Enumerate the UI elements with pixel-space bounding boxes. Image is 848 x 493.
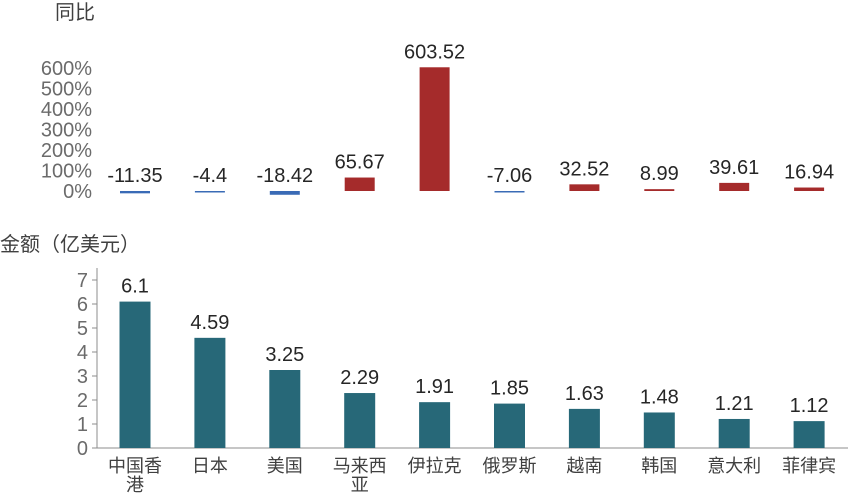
amount-y-axis-title: 金额（亿美元） [0, 233, 140, 256]
amount-value-label: 2.29 [340, 367, 379, 389]
yoy-bar [569, 184, 600, 191]
yoy-bar [194, 191, 225, 193]
yoy-bar [719, 182, 750, 191]
amount-y-tick-label: 7 [77, 270, 88, 292]
amount-bar [344, 393, 376, 448]
yoy-bar [344, 177, 375, 191]
x-category-label: 越南 [566, 456, 602, 476]
amount-bar [494, 403, 525, 448]
amount-bar [119, 301, 151, 448]
yoy-y-tick-label: 400% [41, 99, 92, 121]
x-category-label-line: 中国香 [108, 456, 162, 476]
yoy-value-label: -4.4 [193, 165, 227, 187]
x-category-label: 马来西亚 [333, 456, 387, 493]
amount-bar [568, 408, 600, 448]
amount-bar [793, 421, 825, 448]
yoy-bar [644, 189, 675, 191]
yoy-y-tick-label: 500% [41, 79, 92, 101]
amount-bar [194, 337, 226, 448]
amount-y-tick-label: 0 [77, 438, 88, 460]
amount-bar [718, 418, 750, 448]
amount-value-label: 1.85 [490, 378, 529, 400]
x-category-label-line: 马来西 [333, 456, 387, 476]
x-category-label: 意大利 [707, 456, 761, 476]
amount-value-label: 4.59 [190, 312, 229, 334]
yoy-bar [794, 187, 825, 191]
x-category-label: 俄罗斯 [483, 456, 537, 476]
yoy-value-label: 65.67 [335, 152, 385, 174]
x-category-label: 美国 [267, 456, 303, 476]
yoy-value-label: 32.52 [559, 158, 609, 180]
yoy-y-tick-label: 600% [41, 58, 92, 80]
amount-value-label: 1.48 [640, 386, 679, 408]
amount-value-label: 6.1 [121, 276, 149, 298]
yoy-bar [120, 191, 150, 194]
yoy-y-axis-title: 同比 [55, 1, 95, 24]
yoy-value-label: -11.35 [107, 165, 162, 187]
amount-value-label: 1.63 [565, 383, 604, 405]
amount-y-tick-label: 4 [77, 342, 88, 364]
x-category-label: 韩国 [641, 456, 677, 476]
yoy-chart: 同比 0%100%200%300%400%500%600% -11.35 -4.4 -… [41, 1, 834, 203]
yoy-bar [269, 191, 300, 195]
x-category-label: 中国香港 [108, 456, 162, 493]
amount-value-label: 3.25 [265, 344, 304, 366]
yoy-y-tick-label: 100% [41, 161, 92, 183]
yoy-value-label: 39.61 [709, 157, 759, 179]
yoy-y-tick-label: 200% [41, 140, 92, 162]
amount-value-label: 1.91 [415, 376, 454, 398]
x-category-label: 日本 [192, 456, 228, 476]
yoy-value-label: 8.99 [640, 163, 679, 185]
amount-y-tick-label: 3 [77, 366, 88, 388]
amount-y-tick-label: 2 [77, 390, 88, 412]
yoy-value-label: -7.06 [487, 165, 533, 187]
yoy-y-tick-label: 0% [63, 181, 92, 203]
x-category-label: 伊拉克 [408, 456, 462, 476]
x-category-label: 菲律宾 [782, 456, 836, 476]
yoy-y-tick-label: 300% [41, 120, 92, 142]
amount-bar [269, 370, 301, 448]
x-category-label-line: 亚 [351, 475, 369, 493]
yoy-bar [419, 67, 450, 191]
yoy-value-label: 16.94 [784, 162, 834, 184]
amount-bar [643, 412, 675, 448]
amount-y-tick-label: 5 [77, 318, 88, 340]
amount-value-label: 1.21 [715, 393, 754, 415]
yoy-value-label: -18.42 [256, 165, 313, 187]
amount-y-tick-label: 6 [77, 294, 88, 316]
yoy-value-label: 603.52 [404, 41, 465, 63]
yoy-bar [494, 191, 525, 193]
amount-bar [419, 402, 451, 448]
x-category-label-line: 港 [126, 475, 144, 493]
amount-y-tick-label: 1 [77, 414, 88, 436]
amount-value-label: 1.12 [790, 395, 829, 417]
